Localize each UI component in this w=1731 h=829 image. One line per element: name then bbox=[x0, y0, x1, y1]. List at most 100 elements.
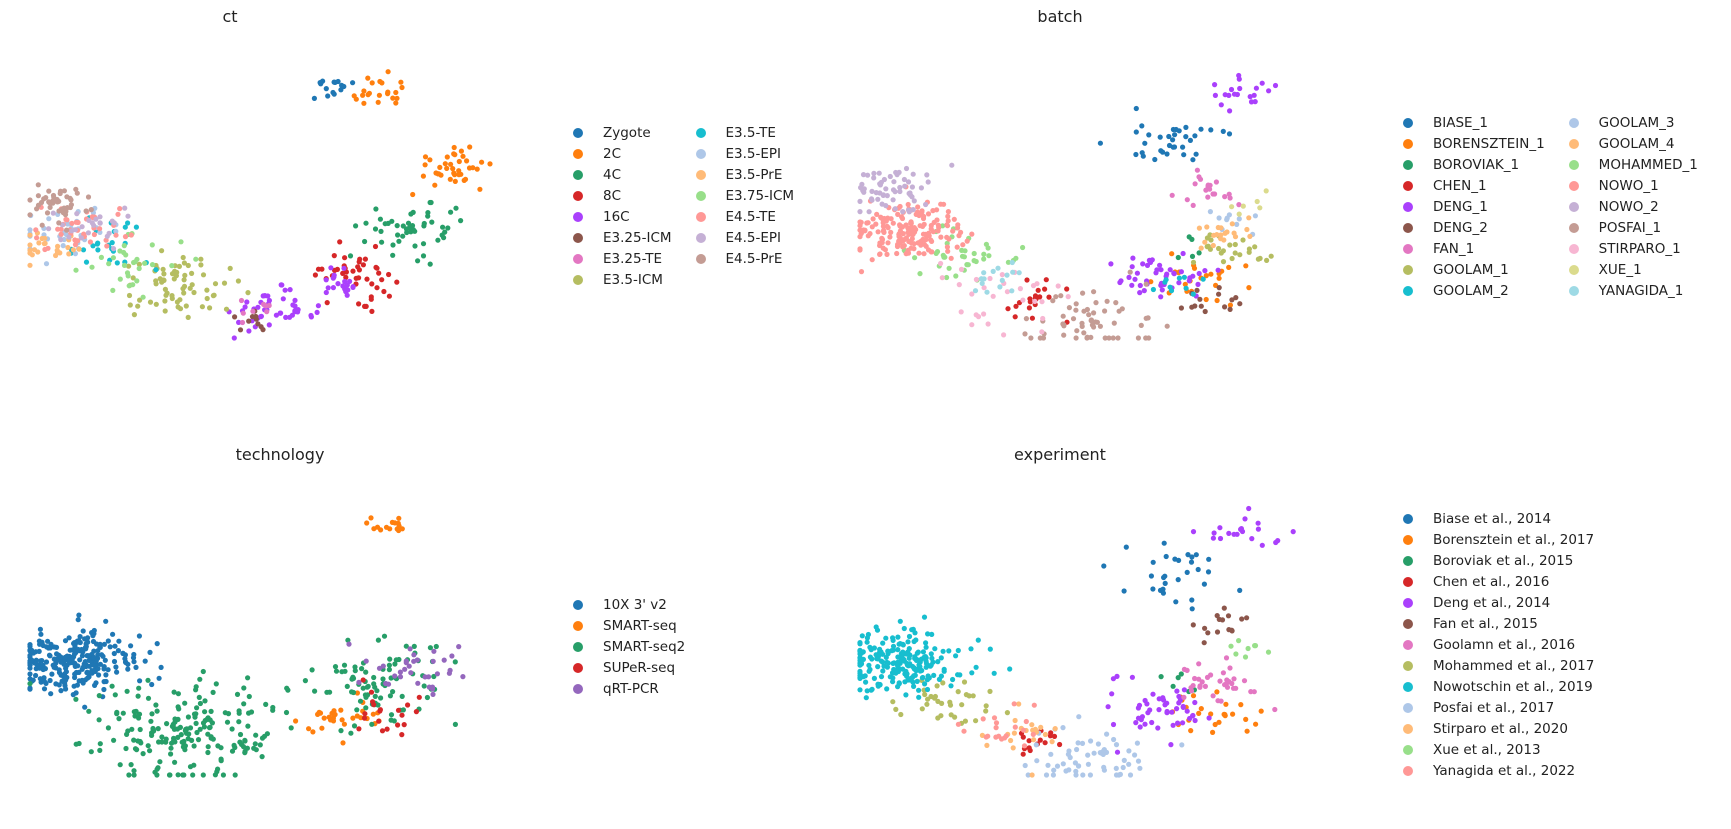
point-goolam-2 bbox=[1200, 276, 1206, 282]
point-deng-et-al-2014 bbox=[1170, 722, 1176, 728]
point-e4-5-epi bbox=[93, 216, 99, 222]
point-yanagida-1 bbox=[1004, 272, 1010, 278]
point-nowo-2 bbox=[949, 162, 955, 168]
point-4c bbox=[379, 239, 385, 245]
point-smart-seq2 bbox=[229, 748, 236, 754]
point-posfai-et-al-2017 bbox=[1066, 748, 1072, 754]
point-goolam-1 bbox=[1190, 259, 1197, 265]
point-nowo-2 bbox=[875, 196, 881, 202]
point-goolamn-et-al-2016 bbox=[1272, 706, 1278, 713]
point-nowo-1 bbox=[926, 230, 932, 236]
point-smart-seq2 bbox=[288, 725, 294, 731]
point-mohammed-1 bbox=[965, 262, 971, 268]
point-deng-et-al-2014 bbox=[1192, 717, 1198, 724]
point-smart-seq2 bbox=[96, 717, 102, 723]
legend-label: Deng et al., 2014 bbox=[1433, 594, 1551, 611]
point-16c bbox=[292, 308, 298, 314]
point-nowotschin-et-al-2019 bbox=[928, 651, 934, 657]
point-zygote bbox=[341, 83, 347, 90]
point-goolam-1 bbox=[1205, 243, 1211, 249]
legend-marker bbox=[695, 232, 706, 243]
point-smart-seq bbox=[319, 725, 325, 731]
point-biase-1 bbox=[1172, 132, 1178, 138]
point-mohammed-1 bbox=[971, 258, 977, 264]
point-posfai-et-al-2017 bbox=[1113, 742, 1120, 748]
point-e4-5-te bbox=[72, 237, 78, 243]
legend-marker bbox=[1403, 264, 1413, 275]
point-biase-et-al-2014 bbox=[1205, 569, 1212, 575]
point-e4-5-epi bbox=[50, 210, 56, 216]
point-goolam-4 bbox=[1198, 245, 1204, 251]
legend-label: Borensztein et al., 2017 bbox=[1433, 531, 1595, 548]
point-super-seq bbox=[416, 694, 422, 700]
point-smart-seq2 bbox=[176, 706, 182, 712]
point-nowotschin-et-al-2019 bbox=[938, 655, 944, 661]
point-xue-1 bbox=[1263, 188, 1269, 194]
point-super-seq bbox=[376, 718, 382, 724]
point-e3-75-icm bbox=[136, 265, 142, 272]
point-10x-3-v2 bbox=[75, 617, 81, 623]
point-10x-3-v2 bbox=[103, 672, 109, 678]
point-goolam-4 bbox=[1196, 225, 1202, 231]
point-10x-3-v2 bbox=[131, 659, 137, 665]
point-e3-5-icm bbox=[157, 276, 163, 282]
legend-item-posfai-1: POSFAI_1 bbox=[1568, 217, 1698, 238]
point-10x-3-v2 bbox=[27, 665, 33, 671]
point-deng-2 bbox=[1227, 306, 1233, 312]
point-e4-5-epi bbox=[97, 214, 103, 220]
point-nowotschin-et-al-2019 bbox=[900, 642, 906, 648]
point-2c bbox=[447, 176, 453, 182]
point-10x-3-v2 bbox=[80, 664, 86, 671]
point-posfai-1 bbox=[1111, 320, 1117, 326]
point-goolamn-et-al-2016 bbox=[1241, 678, 1248, 684]
point-e3-5-te bbox=[95, 240, 101, 246]
point-nowo-2 bbox=[881, 176, 887, 183]
point-biase-1 bbox=[1166, 133, 1172, 140]
point-smart-seq2 bbox=[172, 759, 178, 765]
point-4c bbox=[362, 238, 368, 245]
point-posfai-1 bbox=[1143, 281, 1149, 287]
point-16c bbox=[231, 335, 237, 341]
point-nowotschin-et-al-2019 bbox=[889, 670, 896, 676]
point-deng-1 bbox=[1171, 270, 1177, 276]
point-smart-seq2 bbox=[270, 707, 276, 713]
point-16c bbox=[345, 287, 351, 293]
point-biase-et-al-2014 bbox=[1193, 552, 1199, 558]
legend-label: NOWO_2 bbox=[1598, 198, 1659, 215]
series-zygote bbox=[311, 78, 356, 101]
point-deng-et-al-2014 bbox=[1259, 542, 1265, 548]
legend-label: MOHAMMED_1 bbox=[1598, 156, 1698, 173]
point-nowotschin-et-al-2019 bbox=[885, 648, 891, 654]
point-fan-1 bbox=[1194, 167, 1200, 173]
point-deng-et-al-2014 bbox=[1180, 704, 1186, 710]
point-biase-et-al-2014 bbox=[1184, 569, 1190, 575]
legend-label: FAN_1 bbox=[1433, 240, 1475, 257]
point-nowotschin-et-al-2019 bbox=[987, 646, 993, 652]
point-super-seq bbox=[399, 712, 405, 718]
point-posfai-1 bbox=[1066, 305, 1072, 311]
point-deng-et-al-2014 bbox=[1133, 720, 1139, 726]
point-smart-seq bbox=[332, 711, 338, 718]
point-biase-et-al-2014 bbox=[1150, 559, 1156, 565]
point-2c bbox=[470, 165, 476, 171]
point-deng-et-al-2014 bbox=[1242, 516, 1248, 522]
point-goolam-2 bbox=[1176, 275, 1182, 281]
point-nowo-2 bbox=[909, 184, 915, 190]
point-8c bbox=[386, 293, 392, 299]
scatter-plot-experiment bbox=[857, 505, 1296, 778]
point-posfai-1 bbox=[1106, 335, 1112, 341]
point-qrt-pcr bbox=[402, 666, 408, 672]
point-10x-3-v2 bbox=[95, 648, 101, 654]
point-smart-seq bbox=[368, 515, 374, 521]
point-nowo-2 bbox=[880, 192, 886, 198]
point-biase-et-al-2014 bbox=[1188, 559, 1195, 565]
chart-title-experiment: experiment bbox=[1014, 445, 1106, 464]
point-16c bbox=[344, 282, 350, 288]
point-e3-5-icm bbox=[162, 308, 168, 314]
point-zygote bbox=[335, 78, 341, 85]
point-10x-3-v2 bbox=[101, 641, 107, 647]
point-10x-3-v2 bbox=[90, 662, 96, 668]
point-posfai-1 bbox=[1093, 300, 1099, 306]
point-16c bbox=[278, 282, 284, 288]
point-nowotschin-et-al-2019 bbox=[899, 654, 905, 660]
